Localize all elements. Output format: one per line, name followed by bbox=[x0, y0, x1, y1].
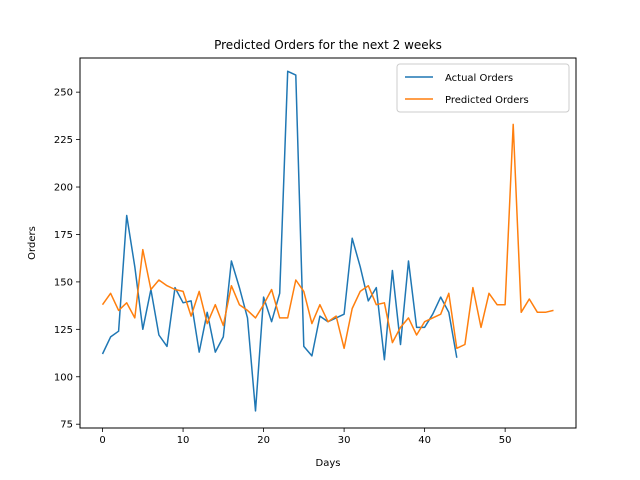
y-tick-label: 150 bbox=[54, 277, 73, 288]
legend-entry: Actual Orders bbox=[445, 73, 513, 84]
x-tick-label: 0 bbox=[99, 435, 105, 446]
y-tick-label: 250 bbox=[54, 88, 73, 99]
y-tick-label: 125 bbox=[54, 325, 73, 336]
x-axis-label: Days bbox=[316, 458, 341, 469]
plot-frame bbox=[79, 57, 577, 429]
legend: Actual Orders Predicted Orders bbox=[396, 63, 570, 113]
series-line-actual-orders bbox=[101, 70, 458, 412]
x-tick-label: 20 bbox=[257, 435, 270, 446]
y-tick-label: 75 bbox=[60, 420, 73, 431]
y-tick-label: 225 bbox=[54, 135, 73, 146]
y-tick-label: 200 bbox=[54, 183, 73, 194]
x-tick-label: 10 bbox=[177, 435, 190, 446]
chart-title: Predicted Orders for the next 2 weeks bbox=[214, 38, 442, 52]
x-tick-label: 40 bbox=[418, 435, 431, 446]
legend-frame bbox=[396, 63, 570, 113]
y-tick-label: 100 bbox=[54, 372, 73, 383]
y-axis-label: Orders bbox=[27, 226, 38, 260]
x-tick-label: 50 bbox=[499, 435, 512, 446]
legend-entry: Predicted Orders bbox=[445, 95, 529, 106]
y-tick-label: 175 bbox=[54, 230, 73, 241]
x-tick-label: 30 bbox=[338, 435, 351, 446]
series-line-predicted-orders bbox=[101, 123, 554, 350]
